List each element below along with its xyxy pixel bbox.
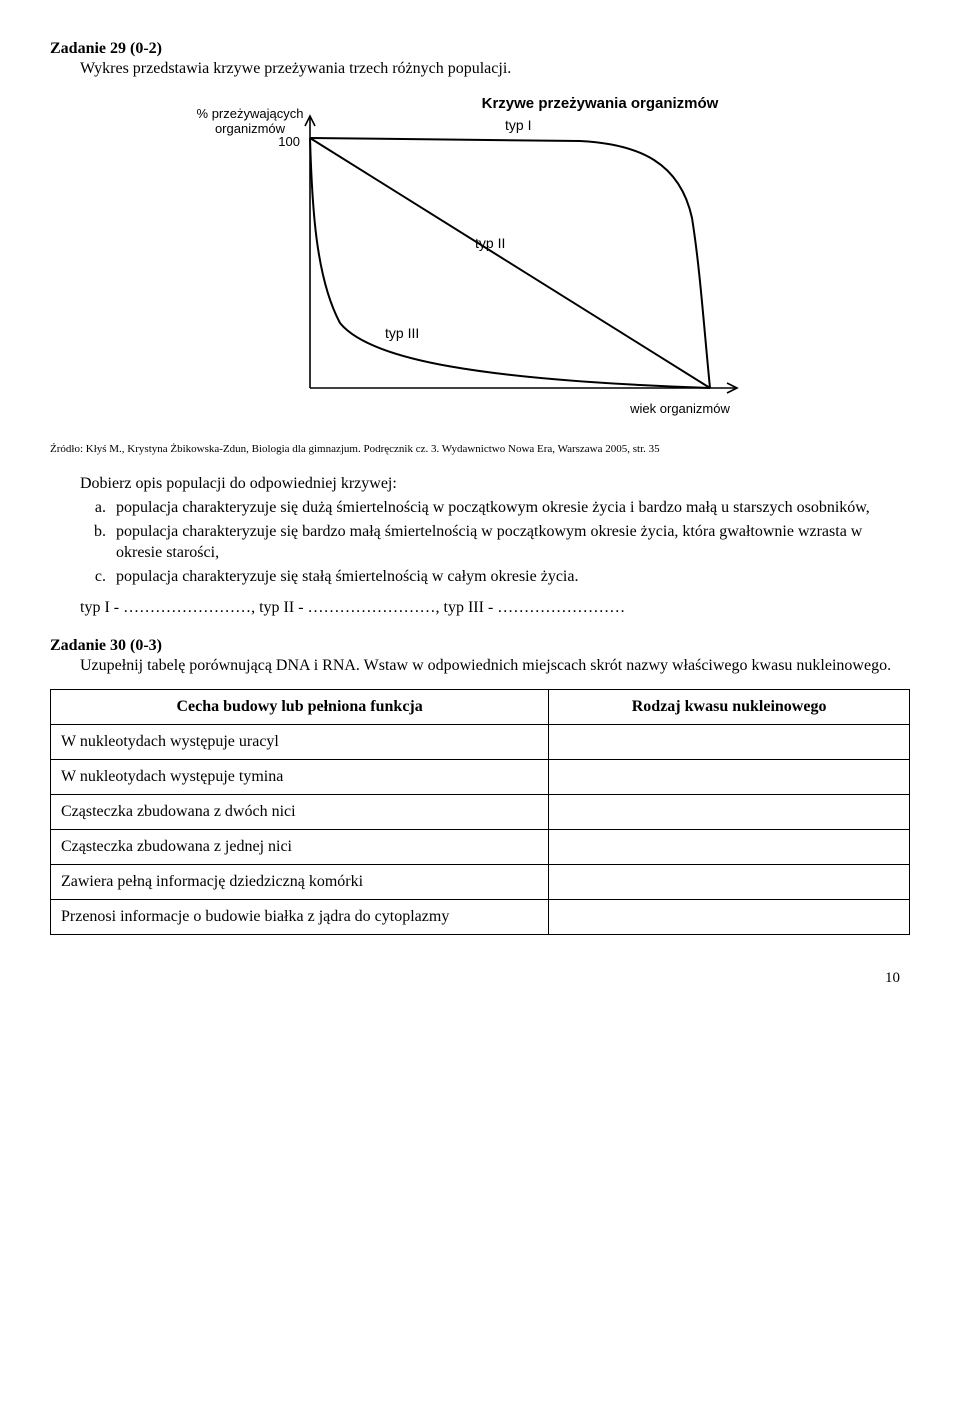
table-header-col2: Rodzaj kwasu nukleinowego xyxy=(549,690,910,725)
task-29-typline: typ I - ……………………, typ II - ……………………, typ… xyxy=(80,599,910,617)
table-cell-feature: Cząsteczka zbudowana z dwóch nici xyxy=(51,795,549,830)
compare-table: Cecha budowy lub pełniona funkcja Rodzaj… xyxy=(50,689,910,935)
chart-ytick-100: 100 xyxy=(278,134,300,149)
task-29-heading: Zadanie 29 (0-2) xyxy=(50,40,910,58)
page-number: 10 xyxy=(50,970,900,987)
chart-ylabel-1: % przeżywających xyxy=(197,106,304,121)
task-29-source: Źródło: Kłyś M., Krystyna Żbikowska-Zdun… xyxy=(50,443,910,455)
table-cell-answer[interactable] xyxy=(549,830,910,865)
table-row: Cząsteczka zbudowana z dwóch nici xyxy=(51,795,910,830)
table-cell-feature: W nukleotydach występuje tymina xyxy=(51,760,549,795)
table-row: Zawiera pełną informację dziedziczną kom… xyxy=(51,865,910,900)
chart-svg: Krzywe przeżywania organizmów % przeżywa… xyxy=(180,88,780,428)
label-typ3: typ III xyxy=(385,325,419,341)
table-header-row: Cecha budowy lub pełniona funkcja Rodzaj… xyxy=(51,690,910,725)
task-29-item-c: populacja charakteryzuje się stałą śmier… xyxy=(110,566,910,588)
table-row: W nukleotydach występuje uracyl xyxy=(51,725,910,760)
task-29-instruction: Dobierz opis populacji do odpowiedniej k… xyxy=(80,475,910,493)
task-29-item-b: populacja charakteryzuje się bardzo małą… xyxy=(110,521,910,564)
task-29-intro: Wykres przedstawia krzywe przeżywania tr… xyxy=(80,60,910,78)
task-29-item-a: populacja charakteryzuje się dużą śmiert… xyxy=(110,497,910,519)
table-header-col1: Cecha budowy lub pełniona funkcja xyxy=(51,690,549,725)
table-row: Przenosi informacje o budowie białka z j… xyxy=(51,900,910,935)
task-29-list: populacja charakteryzuje się dużą śmiert… xyxy=(110,497,910,587)
label-typ2: typ II xyxy=(475,235,505,251)
task-30-intro: Uzupełnij tabelę porównującą DNA i RNA. … xyxy=(80,657,910,675)
table-cell-answer[interactable] xyxy=(549,760,910,795)
chart-title: Krzywe przeżywania organizmów xyxy=(482,95,719,112)
survival-chart: Krzywe przeżywania organizmów % przeżywa… xyxy=(180,88,780,428)
table-cell-feature: Zawiera pełną informację dziedziczną kom… xyxy=(51,865,549,900)
table-cell-feature: W nukleotydach występuje uracyl xyxy=(51,725,549,760)
curve-typ2 xyxy=(310,138,710,388)
task-30-heading: Zadanie 30 (0-3) xyxy=(50,637,910,655)
table-cell-answer[interactable] xyxy=(549,900,910,935)
chart-xlabel: wiek organizmów xyxy=(629,401,730,416)
table-cell-answer[interactable] xyxy=(549,795,910,830)
table-row: Cząsteczka zbudowana z jednej nici xyxy=(51,830,910,865)
table-cell-feature: Cząsteczka zbudowana z jednej nici xyxy=(51,830,549,865)
table-cell-answer[interactable] xyxy=(549,725,910,760)
table-cell-feature: Przenosi informacje o budowie białka z j… xyxy=(51,900,549,935)
label-typ1: typ I xyxy=(505,117,531,133)
table-row: W nukleotydach występuje tymina xyxy=(51,760,910,795)
table-cell-answer[interactable] xyxy=(549,865,910,900)
chart-ylabel-2: organizmów xyxy=(215,121,286,136)
